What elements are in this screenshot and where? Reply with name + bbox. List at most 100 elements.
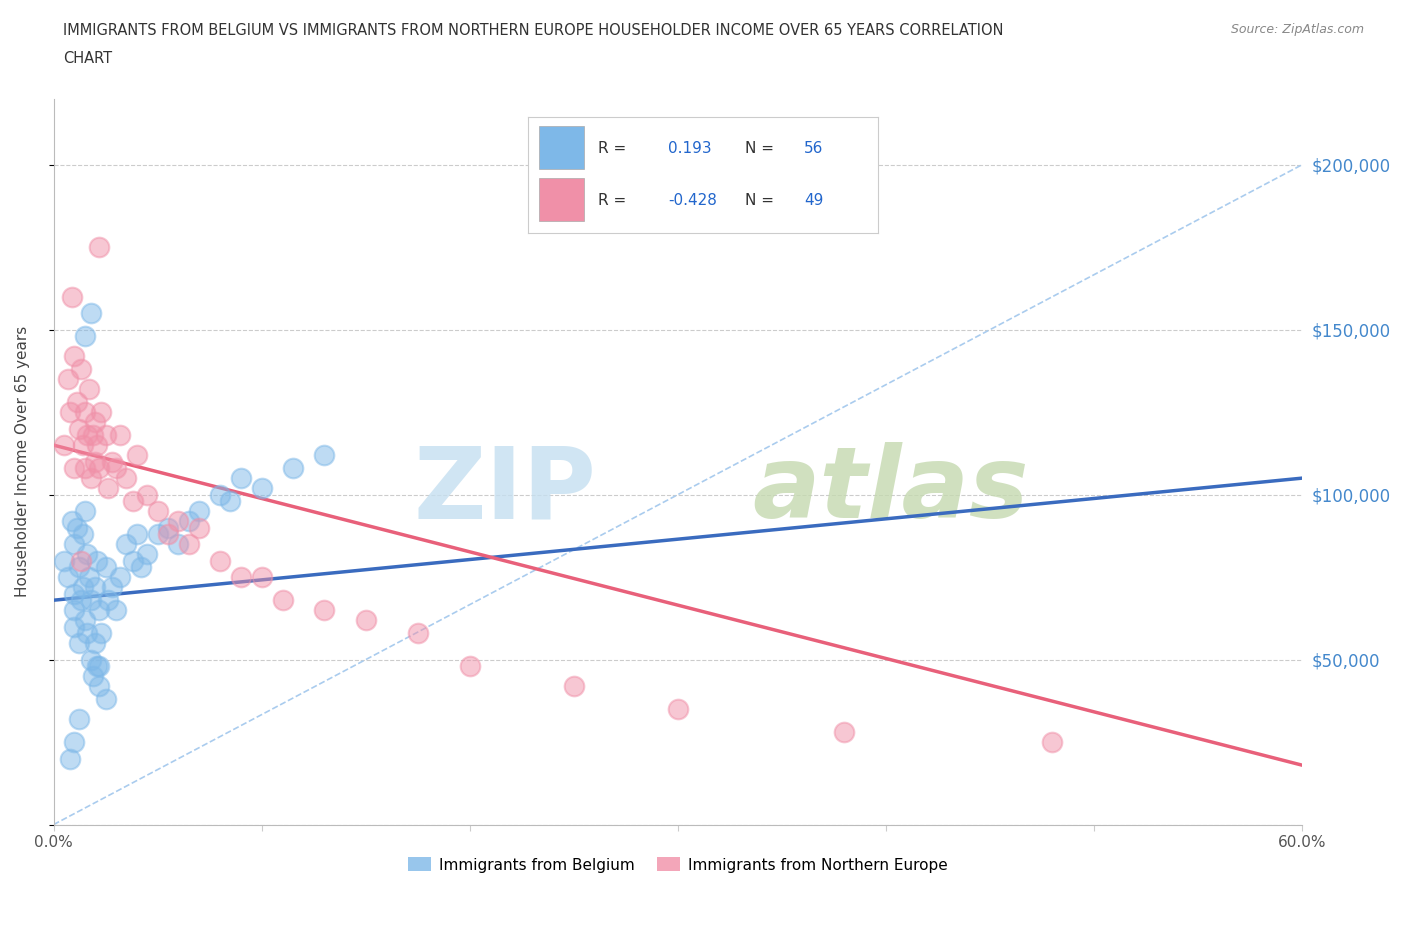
Point xyxy=(76,626,98,641)
Point xyxy=(115,471,138,485)
Point xyxy=(56,570,79,585)
Point xyxy=(77,381,100,396)
Point xyxy=(80,306,103,321)
Point xyxy=(90,626,112,641)
Point xyxy=(76,428,98,443)
Point xyxy=(90,405,112,419)
Point xyxy=(89,240,111,255)
Point xyxy=(1042,735,1064,750)
Point xyxy=(177,537,200,551)
Point xyxy=(72,438,94,453)
Point xyxy=(65,395,87,410)
Point xyxy=(63,349,86,364)
Point xyxy=(76,547,98,562)
Point xyxy=(89,679,111,694)
Point xyxy=(108,570,131,585)
Point xyxy=(67,636,90,651)
Point xyxy=(146,504,169,519)
Point xyxy=(406,626,429,641)
Point xyxy=(84,579,107,594)
Point xyxy=(63,735,86,750)
Point xyxy=(834,724,856,739)
Point xyxy=(250,481,273,496)
Point xyxy=(229,471,252,485)
Point xyxy=(157,526,180,541)
Point xyxy=(121,553,143,568)
Point xyxy=(281,460,304,475)
Point xyxy=(94,692,117,707)
Point xyxy=(77,570,100,585)
Point xyxy=(105,460,128,475)
Point xyxy=(73,329,96,344)
Point xyxy=(53,438,76,453)
Point xyxy=(209,487,232,502)
Text: atlas: atlas xyxy=(752,442,1029,539)
Point xyxy=(73,613,96,628)
Point xyxy=(146,526,169,541)
Point xyxy=(67,421,90,436)
Point xyxy=(84,636,107,651)
Point xyxy=(69,592,91,607)
Point xyxy=(136,487,159,502)
Point xyxy=(59,405,82,419)
Point xyxy=(94,428,117,443)
Point xyxy=(101,454,124,469)
Point xyxy=(188,520,211,535)
Point xyxy=(89,460,111,475)
Point xyxy=(80,471,103,485)
Point xyxy=(314,603,336,618)
Point xyxy=(63,619,86,634)
Point xyxy=(84,454,107,469)
Point xyxy=(136,547,159,562)
Legend: Immigrants from Belgium, Immigrants from Northern Europe: Immigrants from Belgium, Immigrants from… xyxy=(402,851,953,879)
Point xyxy=(67,711,90,726)
Point xyxy=(94,560,117,575)
Point xyxy=(72,579,94,594)
Point xyxy=(125,526,148,541)
Point xyxy=(354,613,377,628)
Text: IMMIGRANTS FROM BELGIUM VS IMMIGRANTS FROM NORTHERN EUROPE HOUSEHOLDER INCOME OV: IMMIGRANTS FROM BELGIUM VS IMMIGRANTS FR… xyxy=(63,23,1004,38)
Text: Source: ZipAtlas.com: Source: ZipAtlas.com xyxy=(1230,23,1364,36)
Point xyxy=(82,428,104,443)
Point xyxy=(63,537,86,551)
Point xyxy=(89,658,111,673)
Point xyxy=(188,504,211,519)
Point xyxy=(69,362,91,377)
Point xyxy=(108,428,131,443)
Point xyxy=(80,652,103,667)
Point xyxy=(69,553,91,568)
Point xyxy=(60,513,83,528)
Point xyxy=(73,504,96,519)
Point xyxy=(86,553,108,568)
Point xyxy=(250,570,273,585)
Point xyxy=(121,494,143,509)
Point xyxy=(73,405,96,419)
Point xyxy=(167,537,190,551)
Point xyxy=(86,438,108,453)
Y-axis label: Householder Income Over 65 years: Householder Income Over 65 years xyxy=(15,326,30,597)
Text: CHART: CHART xyxy=(63,51,112,66)
Point xyxy=(105,603,128,618)
Point xyxy=(59,751,82,766)
Point xyxy=(157,520,180,535)
Point xyxy=(177,513,200,528)
Point xyxy=(314,447,336,462)
Point xyxy=(271,592,294,607)
Point xyxy=(229,570,252,585)
Point xyxy=(67,560,90,575)
Point xyxy=(562,679,585,694)
Point xyxy=(60,289,83,304)
Text: ZIP: ZIP xyxy=(413,442,596,539)
Point xyxy=(82,669,104,684)
Point xyxy=(209,553,232,568)
Point xyxy=(84,415,107,430)
Point xyxy=(63,460,86,475)
Point xyxy=(125,447,148,462)
Point xyxy=(97,481,120,496)
Point xyxy=(666,701,689,716)
Point xyxy=(97,592,120,607)
Point xyxy=(86,658,108,673)
Point xyxy=(219,494,242,509)
Point xyxy=(80,592,103,607)
Point xyxy=(129,560,152,575)
